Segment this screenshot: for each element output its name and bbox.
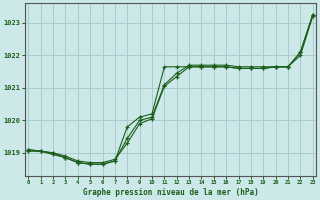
X-axis label: Graphe pression niveau de la mer (hPa): Graphe pression niveau de la mer (hPa) [83,188,259,197]
